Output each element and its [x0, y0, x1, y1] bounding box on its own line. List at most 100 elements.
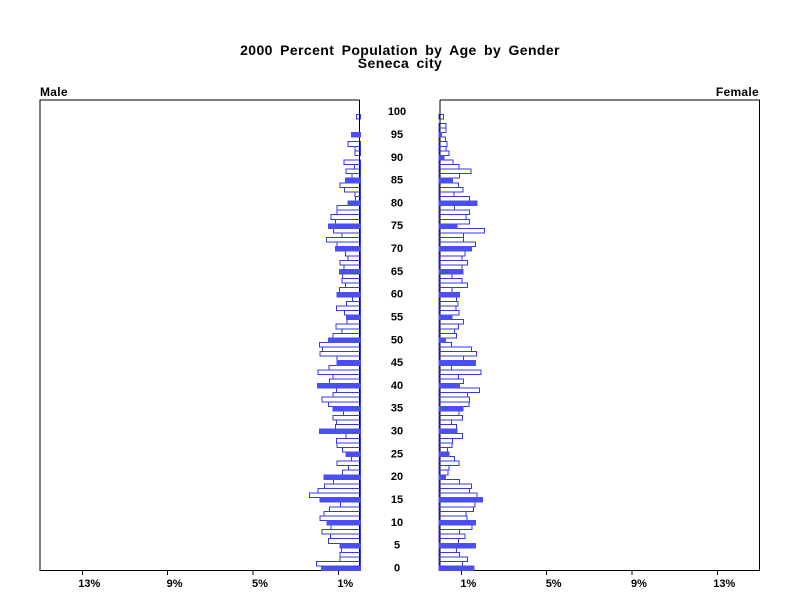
- female-bar-age-81: [438, 195, 470, 202]
- age-axis-label-45: 45: [391, 357, 403, 369]
- female-bar-age-8: [438, 529, 461, 535]
- female-bar-age-56: [438, 310, 460, 316]
- male-bar-age-76: [334, 218, 361, 225]
- age-axis-label-95: 95: [391, 129, 403, 141]
- male-bar-age-37: [321, 396, 362, 403]
- male-bar-age-49: [319, 341, 361, 348]
- female-bar-age-39: [438, 387, 481, 394]
- female-bar-age-76: [438, 218, 470, 225]
- male-bar-age-44: [328, 364, 362, 371]
- male-bar-age-17: [317, 488, 362, 494]
- female-bar-age-90: [438, 154, 445, 161]
- male-bar-age-62: [345, 282, 361, 289]
- male-bar-age-21: [341, 469, 362, 476]
- male-bar-age-60: [336, 291, 362, 298]
- female-bar-age-70: [438, 246, 473, 252]
- male-x-tick-label: 1%: [337, 578, 353, 590]
- male-bar-age-99: [356, 113, 361, 120]
- male-bar-age-30: [319, 428, 362, 435]
- female-bar-age-83: [438, 186, 464, 193]
- age-axis-label-25: 25: [391, 448, 403, 460]
- female-x-tick-label: 9%: [631, 578, 647, 590]
- female-bar-age-44: [438, 364, 453, 371]
- male-bar-age-55: [346, 314, 362, 321]
- male-bar-age-56: [343, 310, 361, 316]
- male-bar-age-85: [345, 177, 362, 184]
- male-bar-age-9: [330, 524, 362, 531]
- female-bar-age-55: [438, 314, 453, 321]
- male-panel-label: Male: [40, 85, 68, 99]
- male-bar-age-14: [339, 501, 361, 508]
- male-bar-age-11: [319, 515, 361, 521]
- male-bar-age-66: [343, 264, 362, 270]
- female-bar-age-78: [438, 209, 470, 216]
- male-bar-age-53: [335, 323, 362, 330]
- male-bar-age-77: [330, 214, 361, 220]
- male-x-tick-label: 13%: [78, 578, 100, 590]
- female-bar-age-4: [438, 547, 458, 553]
- chart-title-line2: Seneca city: [357, 55, 443, 71]
- male-bar-age-15: [319, 497, 362, 503]
- female-bar-age-87: [438, 168, 472, 175]
- female-bar-age-54: [438, 319, 464, 325]
- male-bar-age-42: [332, 373, 361, 380]
- female-bar-age-88: [438, 164, 460, 170]
- female-bar-age-86: [438, 173, 461, 179]
- male-bar-age-63: [341, 278, 361, 284]
- age-axis-label-10: 10: [391, 517, 403, 529]
- female-bar-age-2: [438, 556, 469, 563]
- male-x-tick-label: 5%: [252, 578, 268, 590]
- age-axis-label-80: 80: [391, 197, 403, 209]
- female-bar-age-43: [438, 369, 482, 375]
- age-axis-label-15: 15: [391, 494, 403, 506]
- female-bar-age-94: [438, 136, 446, 143]
- female-bar-age-68: [438, 255, 463, 261]
- male-bar-age-75: [327, 223, 362, 229]
- female-bar-age-89: [438, 159, 454, 166]
- male-bar-age-18: [323, 483, 362, 489]
- age-axis-label-0: 0: [394, 562, 400, 574]
- age-axis-label-55: 55: [391, 311, 403, 323]
- female-bar-age-11: [438, 515, 468, 521]
- age-axis-label-35: 35: [391, 403, 403, 415]
- age-axis-label-100: 100: [388, 106, 406, 118]
- male-bar-age-0: [321, 565, 362, 572]
- male-bar-age-67: [339, 259, 362, 266]
- female-bar-age-10: [438, 519, 477, 526]
- female-bar-age-0: [438, 565, 475, 572]
- female-bar-age-32: [438, 419, 453, 426]
- male-bar-age-93: [347, 141, 361, 147]
- female-bar-age-15: [438, 497, 484, 503]
- male-bar-age-31: [334, 424, 361, 430]
- female-bar-age-24: [438, 456, 455, 462]
- female-bar-age-67: [438, 259, 469, 266]
- female-bar-age-31: [438, 424, 457, 430]
- age-axis-label-65: 65: [391, 266, 403, 278]
- female-bar-age-71: [438, 241, 477, 248]
- male-bar-age-64: [342, 273, 362, 280]
- female-bar-age-19: [438, 478, 461, 485]
- female-bar-age-18: [438, 483, 473, 489]
- female-bar-age-9: [438, 524, 473, 531]
- female-bar-age-85: [438, 177, 454, 184]
- male-bar-age-4: [341, 547, 361, 553]
- female-bar-age-5: [438, 542, 477, 549]
- female-bar-age-59: [438, 296, 457, 302]
- female-bar-age-6: [438, 538, 459, 544]
- age-axis-label-75: 75: [391, 220, 403, 232]
- male-bar-age-43: [317, 369, 362, 375]
- female-bar-age-53: [438, 323, 459, 330]
- female-bar-age-30: [438, 428, 458, 435]
- male-bar-age-40: [317, 383, 362, 389]
- female-bar-age-37: [438, 396, 470, 403]
- female-bar-age-50: [438, 337, 446, 343]
- female-bar-age-91: [438, 150, 450, 156]
- female-bar-age-80: [438, 200, 478, 207]
- male-bar-age-12: [323, 510, 362, 517]
- female-bar-age-27: [438, 442, 453, 448]
- male-x-tick-label: 9%: [167, 578, 183, 590]
- female-bar-age-60: [438, 291, 461, 298]
- male-bar-age-39: [336, 387, 361, 394]
- female-bar-age-7: [438, 533, 466, 540]
